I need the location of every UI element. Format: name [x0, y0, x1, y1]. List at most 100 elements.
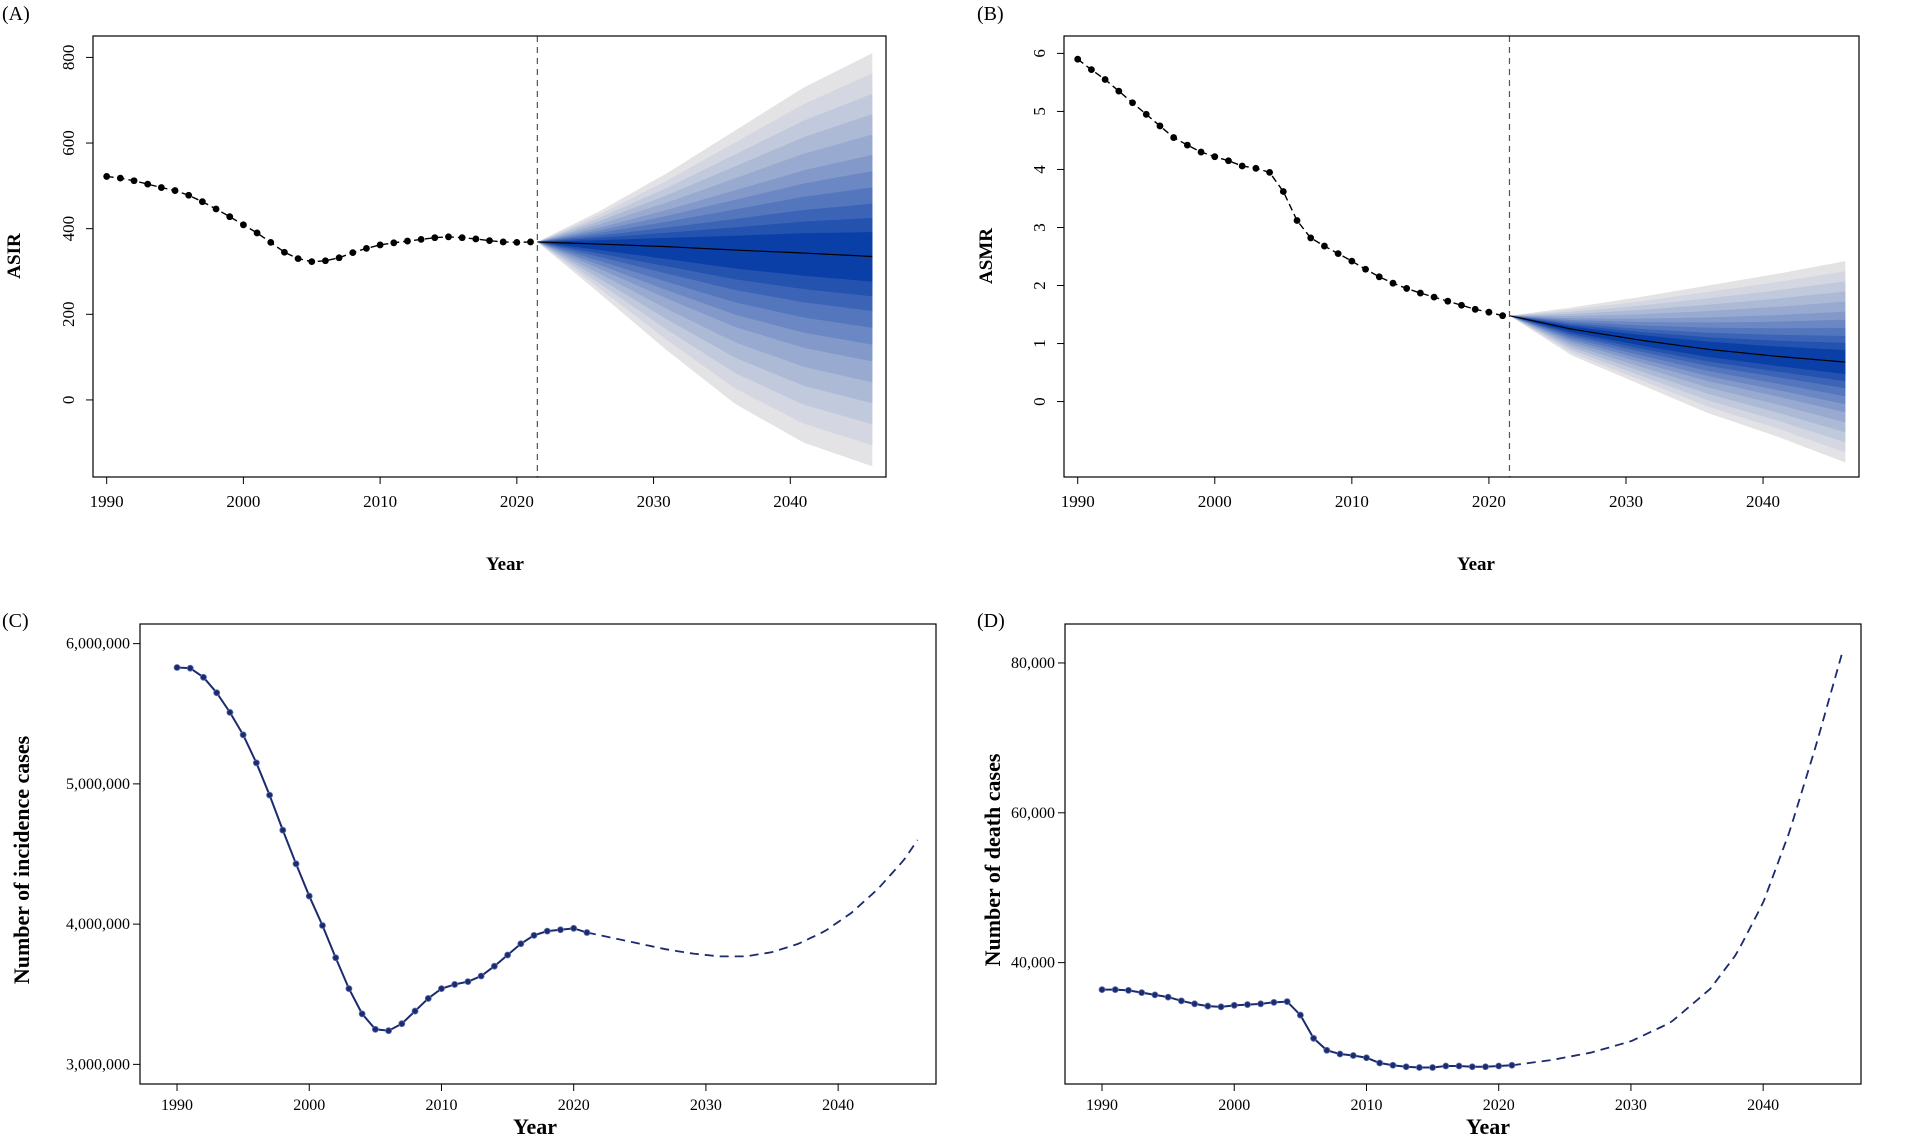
observed-point	[1296, 1011, 1304, 1019]
panel-b-forecast-bands	[1509, 261, 1846, 463]
y-tick-label: 6,000,000	[66, 636, 130, 653]
observed-point	[294, 255, 302, 263]
observed-point	[1217, 1003, 1225, 1011]
observed-point	[1321, 242, 1328, 250]
panel-c-observed-series	[173, 664, 591, 1035]
panel-a-y-axis: 0 200 400 600 800	[59, 45, 94, 405]
observed-point	[345, 985, 353, 993]
observed-point	[1416, 289, 1424, 297]
observed-point	[1495, 1062, 1503, 1070]
x-tick-label: 1990	[1061, 492, 1095, 511]
panel-c-y-axis: 3,000,000 4,000,000 5,000,000 6,000,000	[66, 636, 140, 1073]
forecast-mean-line	[1509, 315, 1846, 363]
observed-point	[1402, 1063, 1410, 1071]
panel-d-observed-series	[1098, 986, 1516, 1071]
observed-point	[1164, 993, 1172, 1001]
panel-d-x-axis: 1990 2000 2010 2020 2030 2040	[1086, 1083, 1779, 1114]
panel-b-ylabel: ASMR	[976, 228, 997, 284]
panel-c-ylabel: Number of incidence cases	[9, 735, 34, 984]
observed-point	[103, 173, 111, 180]
y-tick-label: 0	[1030, 397, 1049, 406]
forecast-line	[1511, 651, 1844, 1067]
panel-d-ylabel: Number of death cases	[980, 753, 1005, 966]
panel-a-x-axis: 1990 2000 2010 2020 2030 2040	[90, 476, 807, 511]
observed-point	[385, 1027, 392, 1035]
observed-line	[106, 175, 531, 263]
y-tick-label: 6	[1030, 49, 1049, 58]
observed-point	[267, 238, 275, 246]
x-tick-label: 2030	[637, 492, 671, 511]
y-tick-label: 4,000,000	[66, 916, 130, 933]
y-tick-label: 5	[1030, 107, 1049, 116]
observed-point	[1349, 1052, 1357, 1059]
x-tick-label: 2020	[500, 492, 534, 511]
observed-point	[1283, 998, 1291, 1005]
x-tick-label: 2000	[1198, 492, 1232, 511]
observed-point	[1430, 293, 1438, 301]
observed-point	[1442, 1062, 1450, 1070]
panel-a-xlabel: Year	[486, 554, 525, 575]
observed-point	[451, 981, 459, 988]
x-tick-label: 2040	[822, 1097, 854, 1114]
observed-point	[266, 791, 273, 799]
panel-d-label: (D)	[977, 610, 1005, 632]
x-tick-label: 2040	[1747, 1097, 1779, 1114]
observed-point	[186, 664, 194, 672]
observed-point	[157, 184, 165, 191]
observed-line	[1077, 58, 1503, 317]
observed-point	[1230, 1001, 1238, 1009]
x-tick-label: 2030	[690, 1097, 722, 1114]
observed-point	[171, 187, 179, 194]
observed-point	[305, 892, 313, 900]
observed-point	[1177, 997, 1185, 1005]
y-tick-label: 5,000,000	[66, 776, 130, 793]
observed-point	[1101, 76, 1109, 83]
observed-point	[390, 239, 398, 247]
observed-point	[527, 238, 534, 246]
panel-d-frame	[1064, 623, 1862, 1085]
observed-point	[1415, 1064, 1423, 1071]
observed-point	[1307, 234, 1315, 242]
observed-point	[1156, 122, 1164, 130]
observed-point	[1115, 87, 1123, 95]
observed-point	[319, 922, 326, 929]
observed-point	[1334, 250, 1342, 257]
observed-point	[1362, 265, 1369, 273]
observed-point	[1323, 1046, 1331, 1054]
panel-b-forecast-mean	[1509, 315, 1846, 363]
observed-point	[253, 229, 261, 237]
observed-point	[1389, 1061, 1397, 1069]
observed-point	[431, 234, 439, 242]
observed-point	[445, 233, 452, 241]
observed-point	[1455, 1062, 1463, 1070]
x-tick-label: 2040	[773, 492, 807, 511]
y-tick-label: 0	[59, 396, 78, 405]
panel-b: (B) 1990 2000 2010 2020 2030 2040 0 1 2 3 4 5 6 Yea…	[976, 3, 1860, 575]
observed-point	[308, 258, 316, 266]
observed-point	[1088, 66, 1095, 74]
y-tick-label: 60,000	[1011, 805, 1055, 822]
observed-point	[517, 940, 525, 948]
observed-point	[281, 248, 288, 256]
observed-point	[1138, 989, 1146, 996]
observed-point	[1499, 312, 1507, 320]
observed-point	[1293, 217, 1301, 224]
observed-point	[1363, 1054, 1370, 1062]
observed-point	[239, 731, 247, 739]
observed-point	[376, 241, 384, 249]
y-tick-label: 4	[1030, 165, 1049, 174]
observed-point	[570, 924, 578, 932]
x-tick-label: 2000	[226, 492, 260, 511]
observed-point	[1111, 986, 1119, 994]
x-tick-label: 2040	[1746, 492, 1780, 511]
observed-point	[417, 235, 425, 243]
panel-c-xlabel: Year	[513, 1114, 557, 1138]
observed-point	[398, 1020, 406, 1028]
panel-c-label: (C)	[2, 610, 29, 632]
observed-point	[477, 972, 485, 980]
observed-point	[1270, 998, 1278, 1006]
observed-line	[1102, 988, 1512, 1069]
observed-point	[1482, 1063, 1489, 1071]
observed-point	[322, 257, 329, 265]
